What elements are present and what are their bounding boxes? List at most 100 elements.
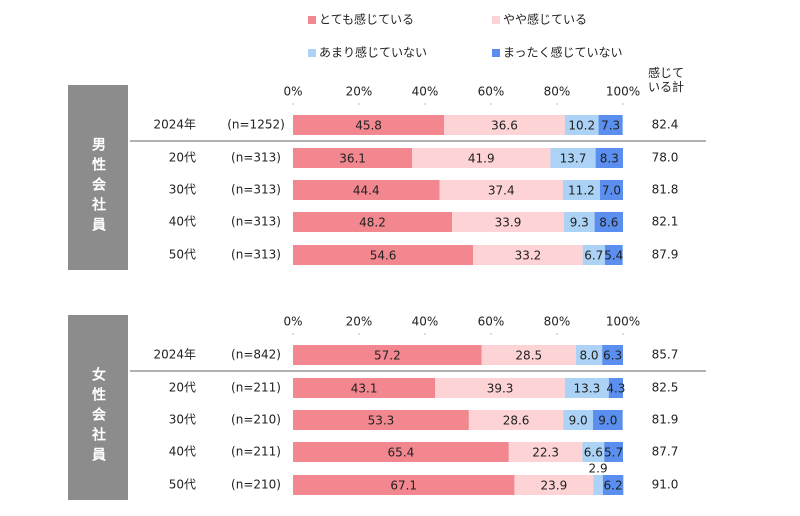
value-label: 6.7 xyxy=(584,249,603,263)
total-label: 82.4 xyxy=(652,118,679,132)
value-label: 4.3 xyxy=(606,382,625,396)
bar-segment xyxy=(564,378,609,398)
bar-segment xyxy=(595,148,623,168)
value-label: 57.2 xyxy=(374,349,401,363)
value-label: 44.4 xyxy=(353,184,380,198)
value-label: 13.3 xyxy=(574,382,601,396)
category-label: 30代 xyxy=(169,413,196,427)
group-box xyxy=(68,85,128,270)
bar-segment xyxy=(575,345,603,365)
n-label: (n=313) xyxy=(231,215,281,229)
value-label: 36.6 xyxy=(491,119,518,133)
x-tick-label: 40% xyxy=(412,315,439,329)
value-label: 67.1 xyxy=(390,479,417,493)
bar-segment xyxy=(444,115,565,135)
x-tick-label: 0% xyxy=(283,85,302,99)
category-label: 30代 xyxy=(169,183,196,197)
total-label: 87.9 xyxy=(652,248,679,262)
value-label: 7.0 xyxy=(602,184,621,198)
x-tick-label: 0% xyxy=(283,315,302,329)
category-label: 40代 xyxy=(169,445,196,459)
total-label: 81.8 xyxy=(652,183,679,197)
bar-segment xyxy=(564,115,599,135)
bar-segment xyxy=(562,180,600,200)
bar-segment xyxy=(599,180,623,200)
category-label: 40代 xyxy=(169,215,196,229)
value-label: 36.1 xyxy=(339,152,366,166)
n-label: (n=1252) xyxy=(227,118,285,132)
total-label: 82.5 xyxy=(652,381,679,395)
bar-segment xyxy=(293,345,482,365)
value-label: 41.9 xyxy=(468,152,495,166)
bar-segment xyxy=(293,212,453,232)
value-label: 9.0 xyxy=(569,414,588,428)
x-tick-label: 40% xyxy=(412,85,439,99)
bar-segment xyxy=(582,245,605,265)
x-tick-label: 20% xyxy=(346,315,373,329)
value-label: 13.7 xyxy=(560,152,587,166)
n-label: (n=313) xyxy=(231,248,281,262)
bar-segment xyxy=(452,212,564,232)
group-label: 女性会社員 xyxy=(90,366,107,467)
bar-segment xyxy=(594,212,623,232)
bar-segment xyxy=(593,475,603,495)
value-label: 8.6 xyxy=(599,216,618,230)
value-label: 33.2 xyxy=(515,249,542,263)
value-label: 22.3 xyxy=(532,446,559,460)
bar-segment xyxy=(293,245,474,265)
value-label: 43.1 xyxy=(351,382,378,396)
value-label: 39.3 xyxy=(487,382,514,396)
bar-segment xyxy=(598,115,623,135)
x-tick-label: 20% xyxy=(346,85,373,99)
category-label: 2024年 xyxy=(153,118,196,132)
bar-segment xyxy=(293,410,469,430)
value-label: 8.0 xyxy=(579,349,598,363)
bar-segment xyxy=(514,475,594,495)
group-label: 男性会社員 xyxy=(90,137,107,237)
value-label: 23.9 xyxy=(541,479,568,493)
legend-swatch xyxy=(492,16,500,24)
bar-segment xyxy=(435,378,565,398)
n-label: (n=210) xyxy=(231,413,281,427)
category-label: 50代 xyxy=(169,478,196,492)
value-label: 2.9 xyxy=(589,462,608,476)
n-label: (n=313) xyxy=(231,183,281,197)
bar-segment xyxy=(293,442,509,462)
total-label: 91.0 xyxy=(652,478,679,492)
value-label: 48.2 xyxy=(359,216,386,230)
value-label: 45.8 xyxy=(355,119,382,133)
legend-label: とても感じている xyxy=(319,12,414,27)
bar-segment xyxy=(473,245,583,265)
value-label: 6.3 xyxy=(603,349,622,363)
group-box xyxy=(68,315,128,500)
total-label: 82.1 xyxy=(652,215,679,229)
total-label: 78.0 xyxy=(652,151,679,165)
bar-segment xyxy=(293,115,445,135)
legend-swatch xyxy=(308,49,316,57)
x-tick-label: 100% xyxy=(606,85,640,99)
bar-segment xyxy=(468,410,564,430)
legend-label: あまり感じていない xyxy=(319,45,427,60)
x-tick-label: 60% xyxy=(478,85,505,99)
n-label: (n=842) xyxy=(231,348,281,362)
bar-segment xyxy=(412,148,551,168)
value-label: 33.9 xyxy=(495,216,522,230)
bar-segment xyxy=(604,442,623,462)
bar-segment xyxy=(582,442,605,462)
bar-segment xyxy=(563,410,593,430)
bar-segment xyxy=(550,148,596,168)
x-tick-label: 60% xyxy=(478,315,505,329)
legend-swatch xyxy=(492,49,500,57)
bar-segment xyxy=(602,345,623,365)
value-label: 28.5 xyxy=(515,349,542,363)
total-label: 85.7 xyxy=(652,348,679,362)
bar-segment xyxy=(293,180,440,200)
n-label: (n=211) xyxy=(231,381,281,395)
value-label: 53.3 xyxy=(368,414,395,428)
value-label: 8.3 xyxy=(600,152,619,166)
legend-label: まったく感じていない xyxy=(503,45,623,60)
value-label: 54.6 xyxy=(370,249,397,263)
bar-segment xyxy=(602,475,624,495)
